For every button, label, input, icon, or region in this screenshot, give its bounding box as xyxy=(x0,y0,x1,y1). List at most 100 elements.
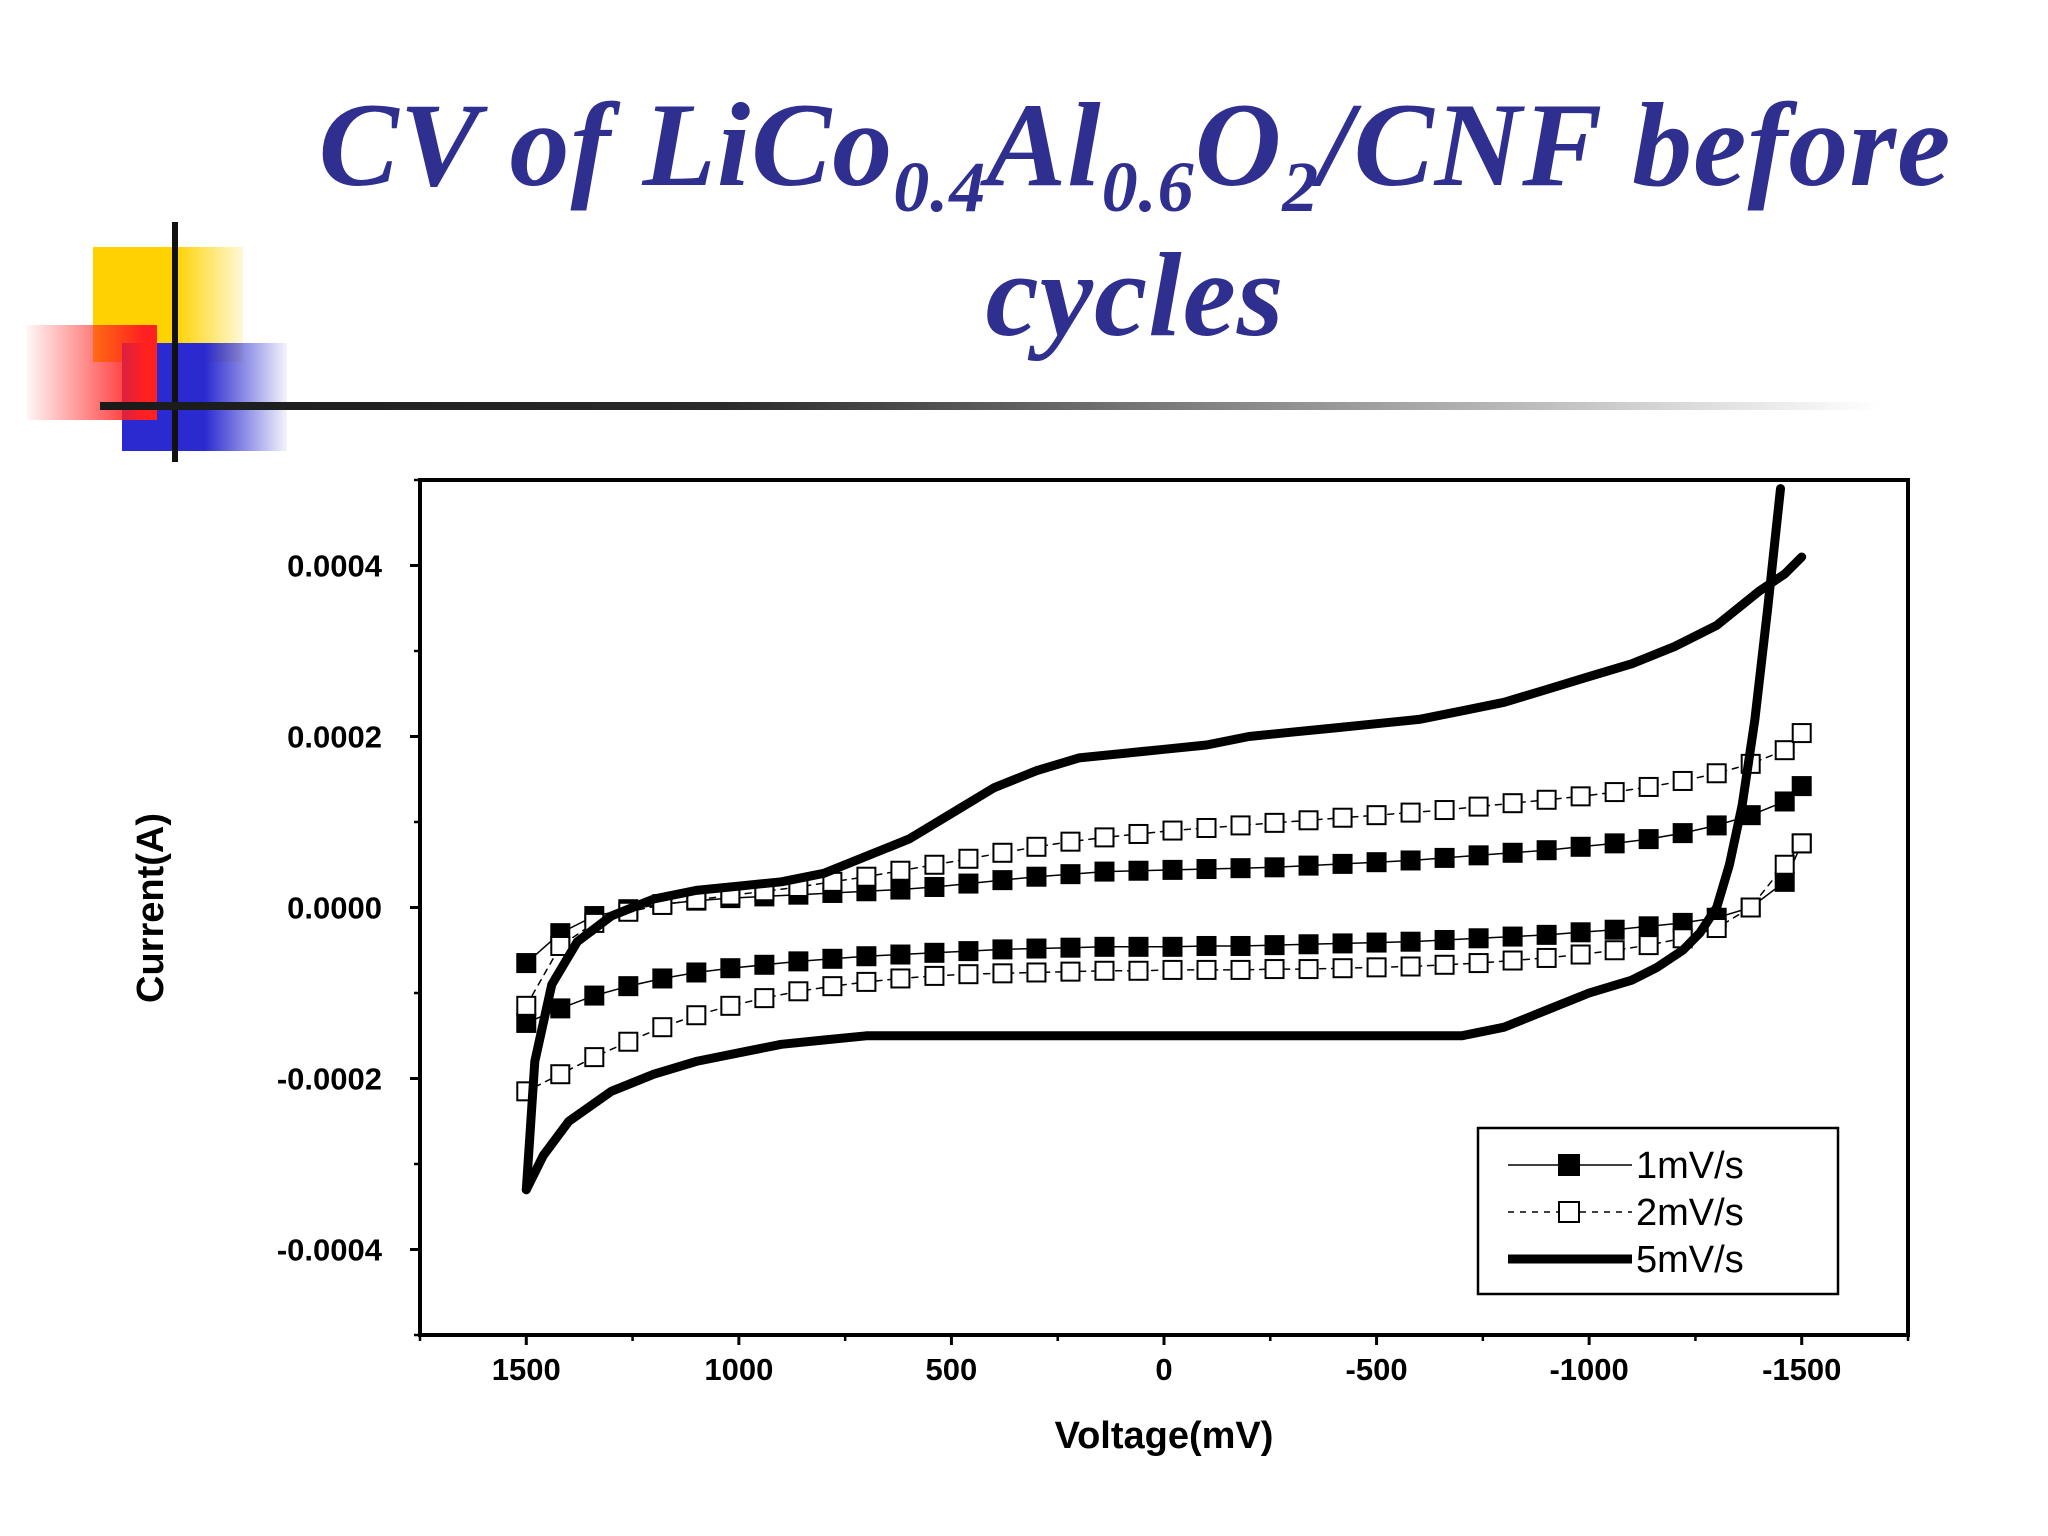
data-point xyxy=(1502,842,1523,863)
data-point xyxy=(1502,926,1523,947)
data-point xyxy=(1604,782,1625,803)
data-point xyxy=(1536,840,1557,861)
title-part: O xyxy=(1194,78,1283,211)
data-point xyxy=(1060,937,1081,958)
data-point xyxy=(1638,935,1659,956)
data-point xyxy=(924,854,945,875)
y-tick-label: 0.0000 xyxy=(287,891,382,926)
data-point xyxy=(1162,859,1183,880)
data-point xyxy=(1570,944,1591,965)
series-line-cathodic xyxy=(521,484,1785,1195)
data-point xyxy=(1128,936,1149,957)
y-tick-label: 0.0004 xyxy=(287,549,383,584)
data-point xyxy=(822,976,843,997)
data-point xyxy=(1468,928,1489,949)
legend: 1mV/s 2mV/s 5mV/s xyxy=(1476,1126,1840,1296)
data-point xyxy=(890,860,911,881)
data-point xyxy=(1468,796,1489,817)
data-point xyxy=(618,976,639,997)
data-point xyxy=(788,981,809,1002)
data-point xyxy=(1196,817,1217,838)
x-tick-label: 0 xyxy=(1155,1352,1172,1387)
legend-label: 5mV/s xyxy=(1636,1239,1744,1281)
data-point xyxy=(1502,950,1523,971)
data-point xyxy=(550,998,571,1019)
data-point xyxy=(516,953,537,974)
data-point xyxy=(584,1047,605,1068)
legend-label: 2mV/s xyxy=(1636,1192,1744,1234)
y-tick-label: -0.0004 xyxy=(277,1233,383,1268)
data-point xyxy=(1264,812,1285,833)
data-point xyxy=(1026,866,1047,887)
data-point xyxy=(1774,854,1795,875)
data-point xyxy=(1570,922,1591,943)
data-point xyxy=(1570,786,1591,807)
decor-vertical-line xyxy=(172,222,178,462)
x-tick-label: 500 xyxy=(926,1352,978,1387)
data-point xyxy=(822,948,843,969)
data-point xyxy=(1162,820,1183,841)
title-part: CV of LiCo xyxy=(318,78,894,211)
data-point xyxy=(1468,953,1489,974)
data-point xyxy=(992,870,1013,891)
data-point xyxy=(652,968,673,989)
data-point xyxy=(1230,858,1251,879)
data-point xyxy=(1060,961,1081,982)
data-point xyxy=(1774,871,1795,892)
data-point xyxy=(652,1017,673,1038)
data-point xyxy=(1332,933,1353,954)
decor-horizontal-line xyxy=(100,402,1880,410)
data-point xyxy=(1026,836,1047,857)
x-axis-title: Voltage(mV) xyxy=(1055,1415,1274,1457)
data-point xyxy=(1604,940,1625,961)
data-point xyxy=(1060,864,1081,885)
data-point xyxy=(516,1012,537,1033)
data-point xyxy=(720,958,741,979)
data-point xyxy=(924,942,945,963)
data-point xyxy=(1400,850,1421,871)
title-part: /CNF before cycles xyxy=(985,78,1952,361)
data-point xyxy=(958,964,979,985)
data-point xyxy=(958,941,979,962)
data-point xyxy=(992,939,1013,960)
legend-marker xyxy=(1558,1154,1580,1176)
legend-marker xyxy=(1558,1201,1580,1223)
data-point xyxy=(1740,897,1761,918)
data-point xyxy=(1196,859,1217,880)
data-point xyxy=(516,995,537,1016)
data-point xyxy=(1468,845,1489,866)
data-point xyxy=(1400,802,1421,823)
data-point xyxy=(856,946,877,967)
data-point xyxy=(1536,924,1557,945)
data-point xyxy=(1264,959,1285,980)
data-point xyxy=(720,995,741,1016)
data-point xyxy=(1536,789,1557,810)
data-point xyxy=(1230,815,1251,836)
x-tick-label: 1000 xyxy=(704,1352,773,1387)
data-point xyxy=(584,985,605,1006)
title-subscript: 0.4 xyxy=(893,147,987,227)
data-point xyxy=(1094,936,1115,957)
data-point xyxy=(1264,935,1285,956)
data-point xyxy=(1230,959,1251,980)
x-tick-label: 1500 xyxy=(492,1352,561,1387)
series-2mvs xyxy=(516,723,1812,1102)
data-point xyxy=(1332,853,1353,874)
data-point xyxy=(1400,931,1421,952)
data-point xyxy=(958,848,979,869)
data-point xyxy=(1706,763,1727,784)
data-point xyxy=(1094,960,1115,981)
data-point xyxy=(754,954,775,975)
data-point xyxy=(550,1064,571,1085)
data-point xyxy=(1638,829,1659,850)
data-point xyxy=(1502,793,1523,814)
data-point xyxy=(1400,956,1421,977)
data-point xyxy=(1196,959,1217,980)
data-point xyxy=(1638,776,1659,797)
data-point xyxy=(1791,833,1812,854)
data-point xyxy=(1332,807,1353,828)
data-point xyxy=(1434,954,1455,975)
x-tick-label: -500 xyxy=(1346,1352,1408,1387)
data-point xyxy=(1298,810,1319,831)
legend-label: 1mV/s xyxy=(1636,1145,1744,1187)
